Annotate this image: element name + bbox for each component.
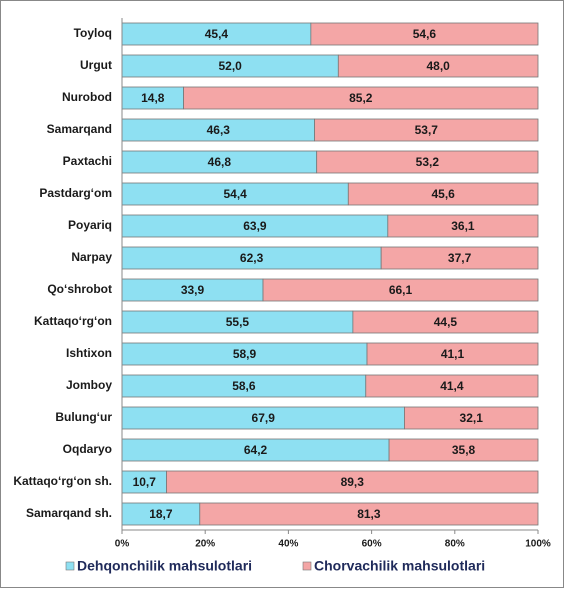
- data-label: 54,6: [413, 27, 437, 41]
- bar-segment: [166, 470, 539, 494]
- data-label: 48,0: [426, 59, 450, 73]
- legend-swatch: [65, 561, 75, 571]
- y-tick-label: Pastdarg‘om: [39, 186, 112, 200]
- x-tick-label: 80%: [445, 539, 465, 550]
- bar-segment: [262, 278, 539, 302]
- data-label: 64,2: [244, 443, 268, 457]
- data-label: 55,5: [226, 315, 250, 329]
- data-label: 10,7: [133, 475, 157, 489]
- data-label: 67,9: [252, 411, 276, 425]
- bar-segment: [310, 22, 539, 46]
- legend-swatch: [302, 561, 312, 571]
- bar-segment: [316, 150, 539, 174]
- data-label: 54,4: [223, 187, 247, 201]
- x-tick-label: 100%: [525, 539, 551, 550]
- y-tick-label: Samarqand sh.: [26, 506, 112, 520]
- data-label: 35,8: [452, 443, 476, 457]
- data-label: 32,1: [460, 411, 484, 425]
- data-label: 81,3: [357, 507, 381, 521]
- y-tick-label: Paxtachi: [63, 154, 112, 168]
- y-tick-label: Ishtixon: [66, 346, 112, 360]
- y-tick-label: Narpay: [71, 250, 112, 264]
- data-label: 58,9: [233, 347, 257, 361]
- data-label: 41,1: [441, 347, 465, 361]
- data-label: 14,8: [141, 91, 165, 105]
- data-label: 58,6: [232, 379, 256, 393]
- bar-segment: [199, 502, 539, 526]
- bar-segment: [365, 374, 539, 398]
- data-label: 62,3: [240, 251, 264, 265]
- x-tick-label: 20%: [195, 539, 215, 550]
- data-label: 45,6: [431, 187, 455, 201]
- legend-label: Chorvachilik mahsulotlari: [314, 558, 485, 574]
- data-label: 66,1: [389, 283, 413, 297]
- data-label: 85,2: [349, 91, 373, 105]
- bar-segment: [352, 310, 539, 334]
- legend-label: Dehqonchilik mahsulotlari: [77, 558, 252, 574]
- data-label: 46,8: [208, 155, 232, 169]
- data-label: 89,3: [341, 475, 365, 489]
- y-tick-label: Toyloq: [74, 26, 112, 40]
- x-tick-label: 0%: [115, 539, 130, 550]
- data-label: 46,3: [207, 123, 231, 137]
- y-tick-label: Oqdaryo: [63, 442, 112, 456]
- data-label: 41,4: [440, 379, 464, 393]
- bar-segment: [388, 438, 539, 462]
- data-label: 37,7: [448, 251, 472, 265]
- y-tick-label: Bulung‘ur: [55, 410, 112, 424]
- bar-segment: [347, 182, 539, 206]
- y-tick-label: Urgut: [80, 58, 112, 72]
- data-label: 53,7: [415, 123, 439, 137]
- data-label: 53,2: [416, 155, 440, 169]
- data-label: 18,7: [149, 507, 173, 521]
- data-label: 52,0: [218, 59, 242, 73]
- data-label: 44,5: [434, 315, 458, 329]
- bar-segment: [404, 406, 539, 430]
- y-tick-label: Kattaqo‘rg‘on sh.: [13, 474, 112, 488]
- x-tick-label: 60%: [362, 539, 382, 550]
- y-tick-label: Jomboy: [66, 378, 112, 392]
- data-label: 33,9: [181, 283, 205, 297]
- x-tick-label: 40%: [278, 539, 298, 550]
- data-label: 36,1: [451, 219, 475, 233]
- bar-segment: [337, 54, 539, 78]
- bar-segment: [314, 118, 539, 142]
- bar-segment: [387, 214, 539, 238]
- y-tick-label: Kattaqo‘rg‘on: [34, 314, 112, 328]
- bar-segment: [366, 342, 539, 366]
- y-tick-label: Samarqand: [47, 122, 112, 136]
- y-tick-label: Nurobod: [62, 90, 112, 104]
- y-tick-label: Qo‘shrobot: [47, 282, 112, 296]
- bar-segment: [183, 86, 539, 110]
- data-label: 63,9: [243, 219, 267, 233]
- data-label: 45,4: [205, 27, 229, 41]
- y-tick-label: Poyariq: [68, 218, 112, 232]
- bar-segment: [380, 246, 539, 270]
